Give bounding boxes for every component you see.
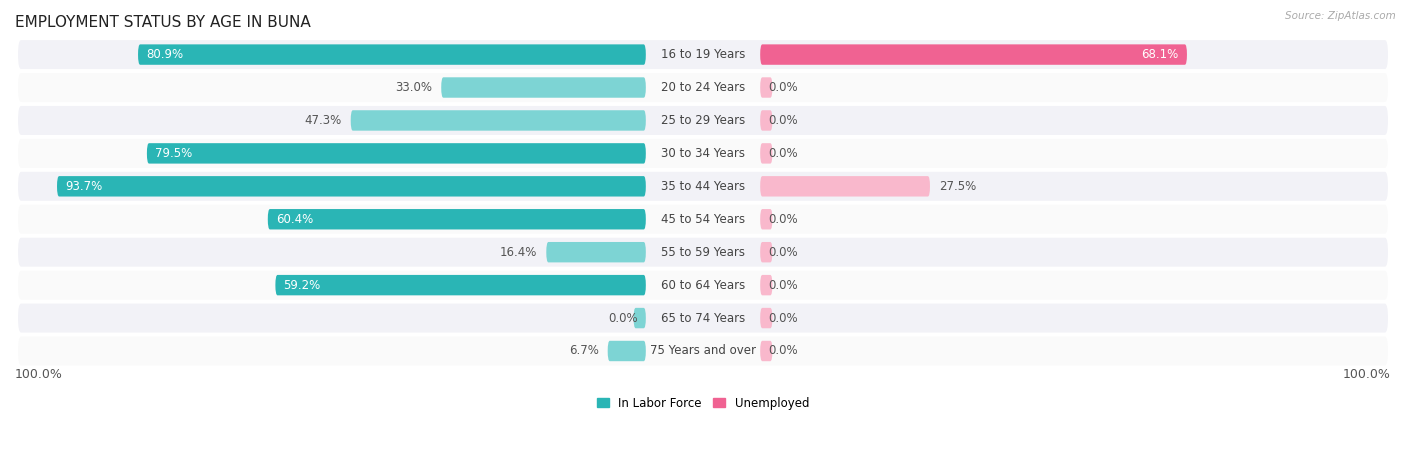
Text: 60.4%: 60.4% bbox=[276, 213, 314, 226]
FancyBboxPatch shape bbox=[634, 308, 645, 328]
FancyBboxPatch shape bbox=[761, 110, 772, 130]
FancyBboxPatch shape bbox=[18, 172, 1388, 201]
FancyBboxPatch shape bbox=[18, 106, 1388, 135]
Text: 79.5%: 79.5% bbox=[155, 147, 193, 160]
FancyBboxPatch shape bbox=[18, 139, 1388, 168]
FancyBboxPatch shape bbox=[607, 341, 645, 361]
Text: 55 to 59 Years: 55 to 59 Years bbox=[661, 246, 745, 259]
FancyBboxPatch shape bbox=[138, 45, 645, 65]
FancyBboxPatch shape bbox=[761, 176, 929, 197]
FancyBboxPatch shape bbox=[761, 143, 772, 164]
Text: 33.0%: 33.0% bbox=[395, 81, 432, 94]
FancyBboxPatch shape bbox=[18, 337, 1388, 365]
Text: 0.0%: 0.0% bbox=[768, 311, 799, 324]
Text: 25 to 29 Years: 25 to 29 Years bbox=[661, 114, 745, 127]
Text: EMPLOYMENT STATUS BY AGE IN BUNA: EMPLOYMENT STATUS BY AGE IN BUNA bbox=[15, 15, 311, 30]
Text: 0.0%: 0.0% bbox=[768, 213, 799, 226]
FancyBboxPatch shape bbox=[18, 304, 1388, 333]
FancyBboxPatch shape bbox=[761, 341, 772, 361]
Text: 6.7%: 6.7% bbox=[569, 345, 599, 357]
Text: 65 to 74 Years: 65 to 74 Years bbox=[661, 311, 745, 324]
Text: 59.2%: 59.2% bbox=[284, 279, 321, 292]
FancyBboxPatch shape bbox=[761, 77, 772, 98]
FancyBboxPatch shape bbox=[761, 45, 1187, 65]
FancyBboxPatch shape bbox=[276, 275, 645, 295]
FancyBboxPatch shape bbox=[547, 242, 645, 262]
FancyBboxPatch shape bbox=[761, 308, 772, 328]
Text: Source: ZipAtlas.com: Source: ZipAtlas.com bbox=[1285, 11, 1396, 21]
Text: 75 Years and over: 75 Years and over bbox=[650, 345, 756, 357]
Text: 16 to 19 Years: 16 to 19 Years bbox=[661, 48, 745, 61]
Text: 16.4%: 16.4% bbox=[501, 246, 537, 259]
Text: 93.7%: 93.7% bbox=[65, 180, 103, 193]
Text: 30 to 34 Years: 30 to 34 Years bbox=[661, 147, 745, 160]
Text: 47.3%: 47.3% bbox=[305, 114, 342, 127]
Text: 0.0%: 0.0% bbox=[768, 81, 799, 94]
FancyBboxPatch shape bbox=[18, 73, 1388, 102]
FancyBboxPatch shape bbox=[18, 270, 1388, 300]
Text: 27.5%: 27.5% bbox=[939, 180, 976, 193]
Text: 100.0%: 100.0% bbox=[15, 368, 63, 381]
Legend: In Labor Force, Unemployed: In Labor Force, Unemployed bbox=[592, 392, 814, 414]
Text: 45 to 54 Years: 45 to 54 Years bbox=[661, 213, 745, 226]
Text: 60 to 64 Years: 60 to 64 Years bbox=[661, 279, 745, 292]
FancyBboxPatch shape bbox=[761, 209, 772, 230]
Text: 0.0%: 0.0% bbox=[768, 345, 799, 357]
Text: 0.0%: 0.0% bbox=[768, 114, 799, 127]
FancyBboxPatch shape bbox=[18, 40, 1388, 69]
FancyBboxPatch shape bbox=[58, 176, 645, 197]
Text: 80.9%: 80.9% bbox=[146, 48, 183, 61]
Text: 35 to 44 Years: 35 to 44 Years bbox=[661, 180, 745, 193]
FancyBboxPatch shape bbox=[761, 275, 772, 295]
Text: 68.1%: 68.1% bbox=[1142, 48, 1178, 61]
Text: 20 to 24 Years: 20 to 24 Years bbox=[661, 81, 745, 94]
Text: 0.0%: 0.0% bbox=[768, 279, 799, 292]
Text: 0.0%: 0.0% bbox=[768, 147, 799, 160]
FancyBboxPatch shape bbox=[267, 209, 645, 230]
FancyBboxPatch shape bbox=[18, 238, 1388, 267]
Text: 100.0%: 100.0% bbox=[1343, 368, 1391, 381]
Text: 0.0%: 0.0% bbox=[768, 246, 799, 259]
FancyBboxPatch shape bbox=[350, 110, 645, 130]
FancyBboxPatch shape bbox=[18, 205, 1388, 234]
FancyBboxPatch shape bbox=[761, 242, 772, 262]
FancyBboxPatch shape bbox=[146, 143, 645, 164]
Text: 0.0%: 0.0% bbox=[607, 311, 638, 324]
FancyBboxPatch shape bbox=[441, 77, 645, 98]
